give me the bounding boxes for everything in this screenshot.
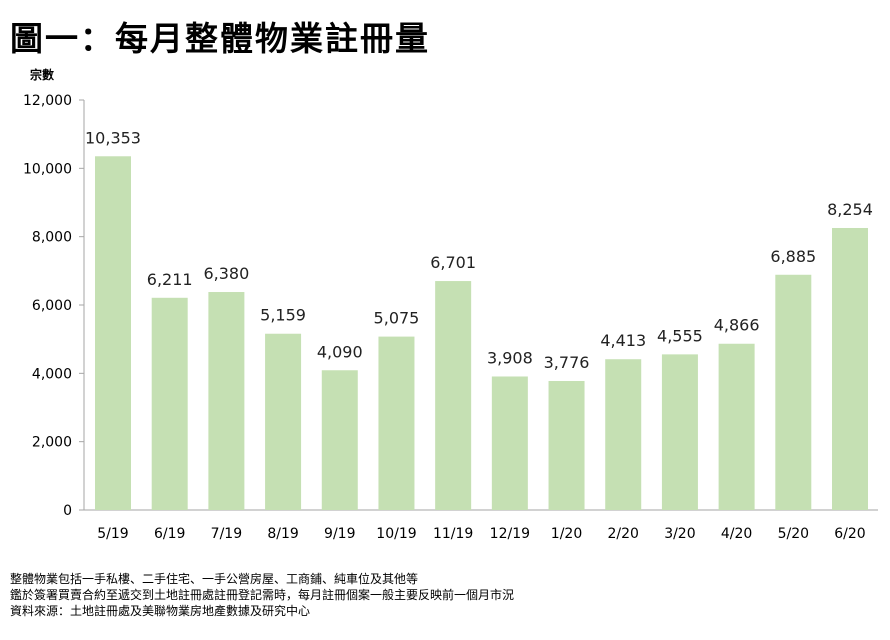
bar [321, 370, 358, 510]
y-axis-label: 宗數 [30, 68, 55, 82]
bar [775, 274, 812, 510]
bar [832, 227, 868, 510]
chart-title: 圖一：每月整體物業註冊量 [10, 19, 430, 58]
y-tick-label: 4,000 [32, 366, 72, 382]
data-label: 5,075 [374, 309, 420, 328]
y-tick-label: 6,000 [32, 298, 72, 314]
bar [435, 281, 472, 510]
x-tick-label: 5/20 [778, 526, 809, 542]
x-tick-label: 4/20 [721, 526, 752, 542]
x-tick-label: 6/19 [154, 526, 185, 542]
y-tick-label: 12,000 [23, 93, 72, 109]
bar [378, 336, 415, 510]
footnote-source: 資料來源：土地註冊處及美聯物業房地產數據及研究中心 [10, 604, 311, 618]
data-label: 6,380 [203, 264, 249, 283]
footnote-scope: 整體物業包括一手私樓、二手住宅、一手公營房屋、工商鋪、純車位及其他等 [10, 572, 419, 586]
bar [605, 359, 642, 510]
x-tick-label: 2/20 [608, 526, 639, 542]
bar [548, 380, 585, 510]
data-label: 10,353 [85, 128, 141, 147]
bar-chart: 0 2,000 4,000 6,000 8,000 10,000 12,000 10,353 5… [23, 93, 878, 542]
data-label: 3,776 [544, 353, 590, 372]
x-tick-label: 8/19 [267, 526, 298, 542]
y-tick-label: 2,000 [32, 435, 72, 451]
data-label: 3,908 [487, 348, 533, 367]
x-tick-label: 5/19 [97, 526, 128, 542]
x-tick-label: 9/19 [324, 526, 355, 542]
x-tick-label: 7/19 [211, 526, 242, 542]
data-label: 6,211 [147, 270, 193, 289]
bar [208, 292, 245, 510]
x-tick-label: 11/19 [433, 526, 473, 542]
data-label: 6,885 [770, 247, 816, 266]
data-label: 8,254 [827, 200, 873, 219]
data-label: 4,090 [317, 342, 363, 361]
bar [151, 297, 188, 510]
y-tick-label: 0 [63, 503, 72, 519]
x-tick-label: 10/19 [376, 526, 416, 542]
bar [491, 376, 528, 510]
bar [661, 354, 698, 510]
x-tick-label: 6/20 [834, 526, 865, 542]
data-label: 4,413 [600, 331, 646, 350]
data-label: 5,159 [260, 306, 306, 325]
bar [718, 343, 755, 510]
footnotes: 整體物業包括一手私樓、二手住宅、一手公營房屋、工商鋪、純車位及其他等 鑑於簽署買… [10, 571, 514, 619]
y-tick-label: 8,000 [32, 230, 72, 246]
bar [95, 156, 131, 510]
bar [265, 333, 302, 510]
data-label: 4,866 [714, 316, 760, 335]
y-tick-label: 10,000 [23, 161, 72, 177]
data-label: 6,701 [430, 253, 476, 272]
x-tick-label: 12/19 [490, 526, 530, 542]
x-tick-label: 3/20 [664, 526, 695, 542]
x-tick-label: 1/20 [551, 526, 582, 542]
data-label: 4,555 [657, 326, 703, 345]
footnote-timing: 鑑於簽署買賣合約至遞交到土地註冊處註冊登記需時，每月註冊個案一般主要反映前一個月… [10, 588, 515, 602]
